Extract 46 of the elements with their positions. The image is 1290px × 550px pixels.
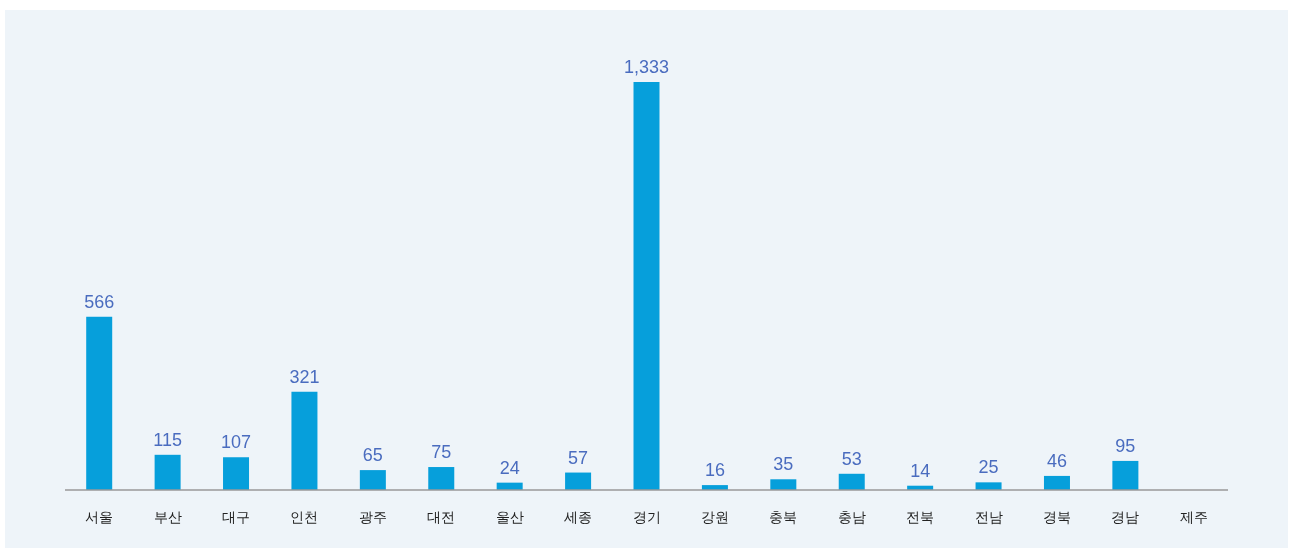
x-tick-label: 충남 — [837, 509, 866, 525]
data-label: 24 — [499, 457, 520, 478]
x-tick-label: 경북 — [1042, 509, 1071, 525]
data-label: 1,333 — [623, 57, 670, 77]
bar — [291, 391, 318, 490]
data-label: 95 — [1115, 435, 1136, 456]
data-label: 107 — [221, 432, 252, 453]
data-label: 75 — [431, 442, 452, 463]
x-tick-label: 광주 — [358, 509, 387, 525]
bar — [838, 473, 865, 490]
x-tick-label: 대전 — [427, 509, 456, 525]
data-label: 566 — [84, 291, 115, 312]
x-tick-label: 대구 — [222, 509, 251, 525]
x-tick-label: 경기 — [632, 509, 661, 525]
bar — [633, 82, 660, 490]
x-tick-label: 부산 — [153, 509, 182, 525]
x-tick-label: 서울 — [85, 509, 114, 525]
x-tick-label: 전북 — [906, 509, 935, 525]
bar — [1112, 460, 1139, 490]
data-label: 35 — [773, 454, 794, 475]
data-label: 321 — [289, 366, 320, 387]
bar — [770, 479, 797, 490]
x-tick-label: 세종 — [564, 509, 593, 525]
bar — [565, 472, 592, 490]
x-tick-label: 울산 — [495, 509, 524, 525]
bar — [223, 457, 250, 490]
x-tick-label: 강원 — [700, 509, 729, 525]
data-label: 25 — [978, 457, 999, 478]
x-tick-label: 경남 — [1111, 509, 1140, 525]
data-label: 65 — [362, 445, 383, 466]
bar — [975, 482, 1002, 490]
bar — [1043, 475, 1070, 490]
data-label: 46 — [1046, 450, 1067, 471]
bar — [86, 316, 113, 490]
bar — [154, 454, 181, 490]
x-tick-label: 인천 — [290, 509, 319, 525]
data-label: 14 — [910, 460, 931, 481]
data-label: 16 — [704, 460, 725, 481]
data-label: 115 — [153, 429, 182, 450]
data-label: 53 — [841, 448, 862, 469]
bar — [359, 470, 386, 490]
x-tick-label: 제주 — [1179, 509, 1208, 525]
x-tick-label: 충북 — [769, 509, 798, 525]
bar — [428, 467, 455, 490]
data-label: 57 — [568, 447, 589, 468]
x-tick-label: 전남 — [974, 509, 1003, 525]
